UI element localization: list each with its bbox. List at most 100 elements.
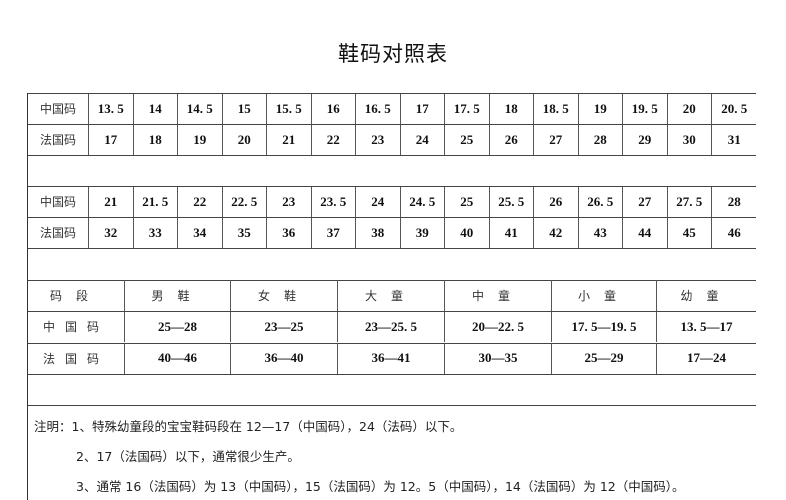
range-cell: 36—40 bbox=[231, 342, 338, 374]
column-header: 小童 bbox=[552, 280, 657, 311]
table-divider bbox=[28, 93, 756, 94]
size-cell: 18. 5 bbox=[534, 93, 579, 124]
row-label: 法国码 bbox=[28, 342, 125, 374]
table-divider bbox=[28, 343, 756, 344]
size-cell: 17 bbox=[401, 93, 445, 124]
size-row: 法国码 17 18 19 20 21 22 23 24 25 26 27 28 29 30 31 bbox=[28, 124, 757, 155]
size-row: 法国码 32 33 34 35 36 37 38 39 40 41 42 43 44 45 46 bbox=[28, 217, 757, 248]
note-line: 注明：1、特殊幼童段的宝宝鞋码段在 12—17（中国码），24（法码）以下。 bbox=[34, 419, 463, 434]
size-cell: 46 bbox=[727, 224, 741, 240]
range-header-row: 码段 男鞋 女鞋 大童 中童 小童 幼童 bbox=[28, 280, 756, 311]
size-cell: 39 bbox=[401, 217, 445, 248]
row-label: 中国码 bbox=[28, 186, 89, 217]
size-cell: 13. 5 bbox=[89, 93, 134, 124]
column-header: 码段 bbox=[28, 280, 125, 311]
size-cell: 22 bbox=[312, 124, 356, 155]
size-cell: 28 bbox=[579, 124, 623, 155]
table-divider bbox=[28, 280, 756, 281]
size-cell: 42 bbox=[534, 217, 579, 248]
size-cell: 37 bbox=[312, 217, 356, 248]
range-cell: 40—46 bbox=[125, 342, 231, 374]
size-cell: 27. 5 bbox=[668, 186, 712, 217]
size-cell: 33 bbox=[134, 217, 178, 248]
table-divider bbox=[28, 124, 756, 125]
row-label: 法国码 bbox=[28, 124, 89, 155]
column-header: 幼童 bbox=[680, 289, 733, 303]
size-cell: 41 bbox=[490, 217, 534, 248]
size-cell: 14 bbox=[134, 93, 178, 124]
size-cell: 26. 5 bbox=[579, 186, 623, 217]
column-header: 中童 bbox=[445, 280, 552, 311]
row-label: 法国码 bbox=[28, 217, 89, 248]
size-cell: 19 bbox=[178, 124, 223, 155]
table-divider bbox=[28, 248, 756, 249]
size-cell: 44 bbox=[623, 217, 668, 248]
size-cell: 16 bbox=[312, 93, 356, 124]
size-cell: 19 bbox=[579, 93, 623, 124]
size-cell: 45 bbox=[668, 217, 712, 248]
page-title: 鞋码对照表 bbox=[338, 42, 448, 66]
size-cell: 24 bbox=[401, 124, 445, 155]
size-cell: 20. 5 bbox=[721, 100, 748, 116]
size-cell: 40 bbox=[445, 217, 490, 248]
table-divider bbox=[28, 155, 756, 156]
size-cell: 23. 5 bbox=[312, 186, 356, 217]
range-cell: 25—28 bbox=[125, 311, 231, 342]
range-cell: 13. 5—17 bbox=[680, 318, 733, 334]
size-cell: 25 bbox=[445, 124, 490, 155]
size-cell: 24 bbox=[356, 186, 401, 217]
size-cell: 22. 5 bbox=[223, 186, 267, 217]
shoe-size-table: 中国码 13. 5 14 14. 5 15 15. 5 16 16. 5 17 17. 5 18 18… bbox=[27, 93, 768, 500]
size-cell: 18 bbox=[134, 124, 178, 155]
size-cell: 15. 5 bbox=[267, 93, 312, 124]
size-cell: 30 bbox=[668, 124, 712, 155]
size-cell: 38 bbox=[356, 217, 401, 248]
size-cell: 35 bbox=[223, 217, 267, 248]
size-cell: 24. 5 bbox=[401, 186, 445, 217]
size-cell: 29 bbox=[623, 124, 668, 155]
size-cell: 20 bbox=[668, 93, 712, 124]
size-cell: 27 bbox=[623, 186, 668, 217]
range-cell: 17—24 bbox=[687, 350, 726, 365]
row-label: 中国码 bbox=[28, 311, 125, 342]
column-header: 大童 bbox=[338, 280, 445, 311]
size-cell: 17. 5 bbox=[445, 93, 490, 124]
note-line: 2、17（法国码）以下，通常很少生产。 bbox=[76, 449, 300, 464]
size-cell: 31 bbox=[727, 131, 741, 147]
size-cell: 23 bbox=[356, 124, 401, 155]
size-cell: 25. 5 bbox=[490, 186, 534, 217]
size-cell: 32 bbox=[89, 217, 134, 248]
range-cell: 23—25 bbox=[231, 311, 338, 342]
size-row: 中国码 13. 5 14 14. 5 15 15. 5 16 16. 5 17 17. 5 18 18… bbox=[28, 93, 757, 124]
table-divider bbox=[28, 405, 756, 406]
size-cell: 36 bbox=[267, 217, 312, 248]
size-cell: 14. 5 bbox=[178, 93, 223, 124]
size-cell: 28 bbox=[727, 193, 741, 209]
table-divider bbox=[28, 374, 756, 375]
size-cell: 27 bbox=[534, 124, 579, 155]
row-label: 中国码 bbox=[28, 93, 89, 124]
size-cell: 21 bbox=[267, 124, 312, 155]
size-cell: 26 bbox=[534, 186, 579, 217]
size-cell: 20 bbox=[223, 124, 267, 155]
table-divider bbox=[28, 186, 756, 187]
size-cell: 18 bbox=[490, 93, 534, 124]
note-line: 3、通常 16（法国码）为 13（中国码），15（法国码）为 12。5（中国码）… bbox=[76, 479, 685, 494]
size-row: 中国码 21 21. 5 22 22. 5 23 23. 5 24 24. 5 25 25. 5 26… bbox=[28, 186, 757, 217]
size-cell: 17 bbox=[89, 124, 134, 155]
size-cell: 23 bbox=[267, 186, 312, 217]
range-cell: 25—29 bbox=[552, 342, 657, 374]
size-cell: 15 bbox=[223, 93, 267, 124]
table-divider bbox=[28, 311, 756, 312]
range-cell: 30—35 bbox=[445, 342, 552, 374]
range-row: 法国码 40—46 36—40 36—41 30—35 25—29 17—24 bbox=[28, 342, 756, 374]
size-cell: 19. 5 bbox=[623, 93, 668, 124]
size-cell: 22 bbox=[178, 186, 223, 217]
range-cell: 17. 5—19. 5 bbox=[552, 311, 657, 342]
size-cell: 21. 5 bbox=[134, 186, 178, 217]
size-cell: 34 bbox=[178, 217, 223, 248]
range-cell: 23—25. 5 bbox=[338, 311, 445, 342]
table-divider bbox=[28, 217, 756, 218]
range-cell: 20—22. 5 bbox=[445, 311, 552, 342]
size-cell: 21 bbox=[89, 186, 134, 217]
